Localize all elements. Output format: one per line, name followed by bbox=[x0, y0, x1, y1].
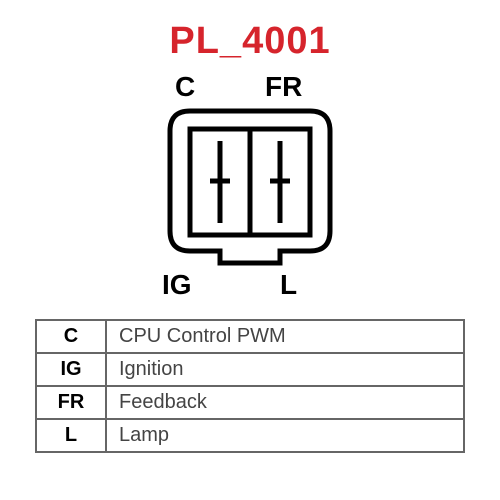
legend-row: LLamp bbox=[36, 419, 464, 452]
pin-label-fr: FR bbox=[265, 71, 302, 103]
connector-diagram: C FR IG L bbox=[120, 71, 380, 301]
legend-desc: Ignition bbox=[106, 353, 464, 386]
legend-code: C bbox=[36, 320, 106, 353]
legend-row: CCPU Control PWM bbox=[36, 320, 464, 353]
legend-row: IGIgnition bbox=[36, 353, 464, 386]
part-number-title: PL_4001 bbox=[169, 20, 330, 63]
pin-label-l: L bbox=[280, 269, 297, 301]
pin-label-c: C bbox=[175, 71, 195, 103]
legend-row: FRFeedback bbox=[36, 386, 464, 419]
legend-code: IG bbox=[36, 353, 106, 386]
legend-code: L bbox=[36, 419, 106, 452]
legend-desc: CPU Control PWM bbox=[106, 320, 464, 353]
pin-legend-table: CCPU Control PWMIGIgnitionFRFeedbackLLam… bbox=[35, 319, 465, 453]
connector-outline bbox=[160, 101, 340, 271]
legend-code: FR bbox=[36, 386, 106, 419]
pin-label-ig: IG bbox=[162, 269, 192, 301]
legend-desc: Lamp bbox=[106, 419, 464, 452]
legend-desc: Feedback bbox=[106, 386, 464, 419]
